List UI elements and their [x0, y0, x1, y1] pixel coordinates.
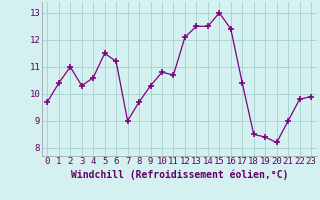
X-axis label: Windchill (Refroidissement éolien,°C): Windchill (Refroidissement éolien,°C) — [70, 169, 288, 180]
